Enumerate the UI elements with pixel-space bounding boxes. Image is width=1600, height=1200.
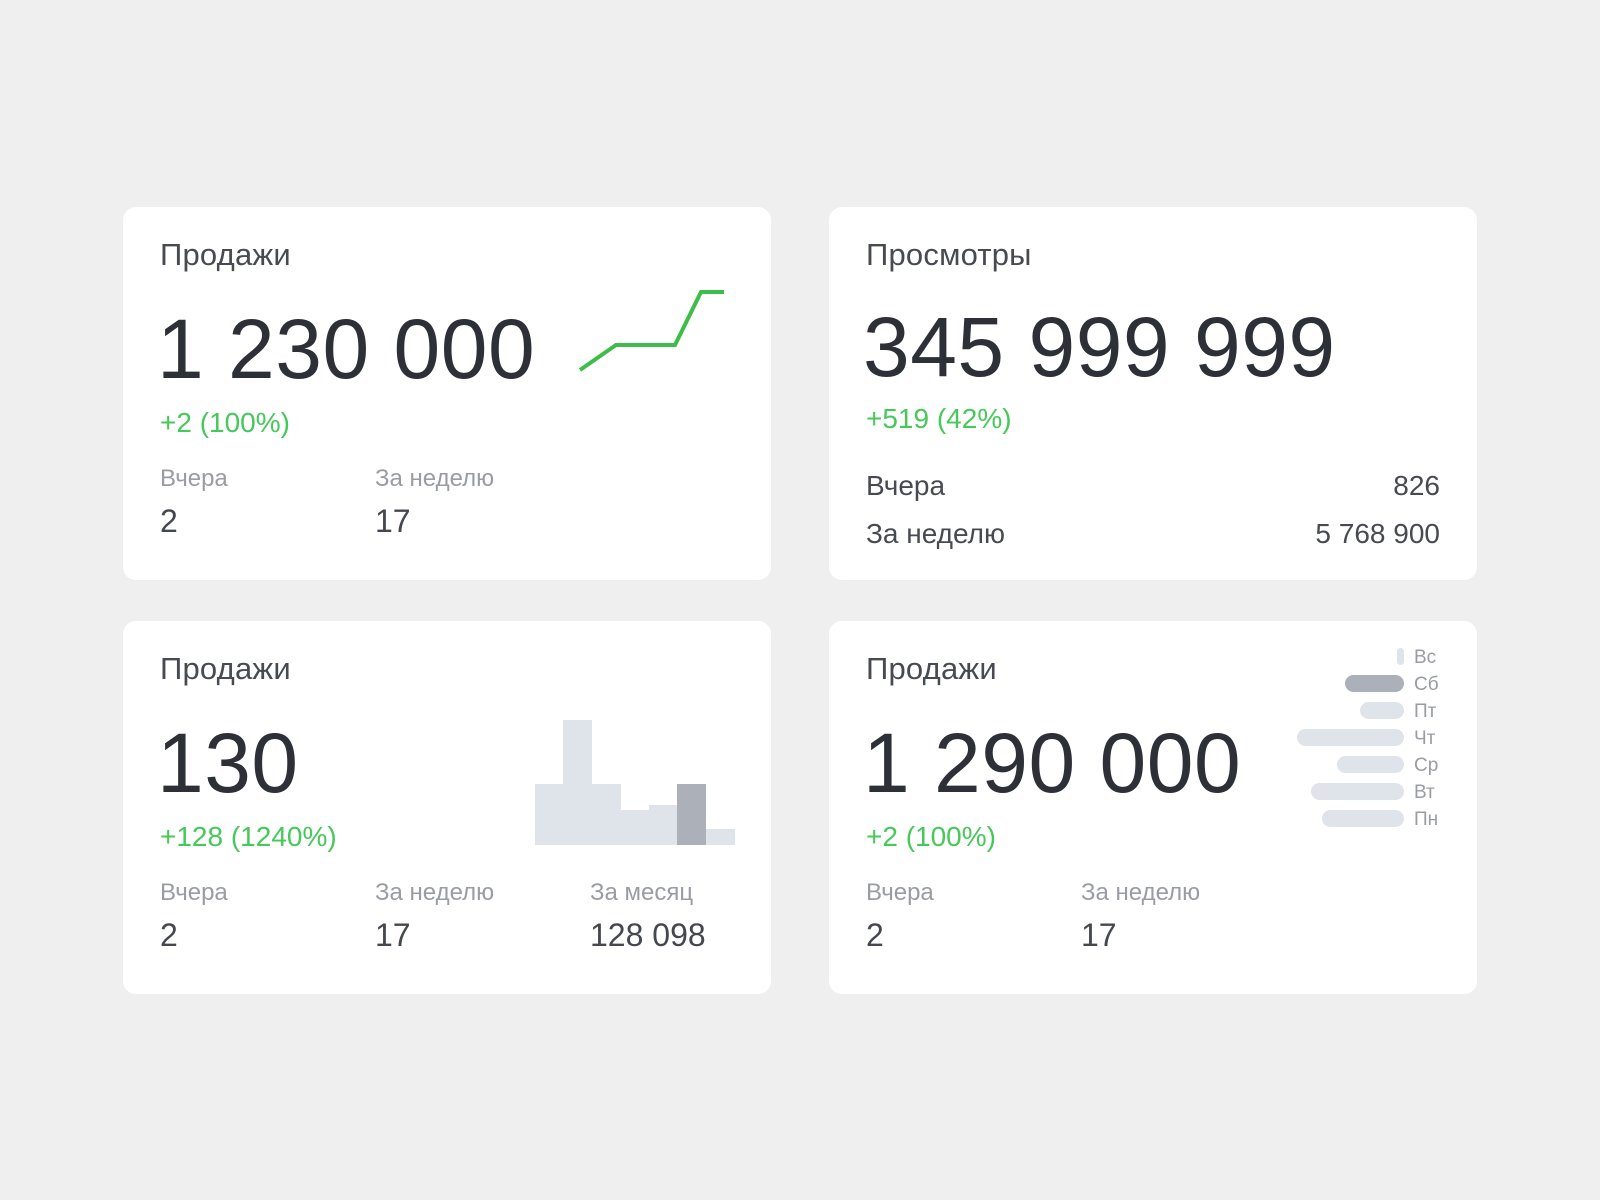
stat-week: За неделю 17 xyxy=(375,879,494,954)
histogram-bar xyxy=(563,720,592,845)
sparkline-chart xyxy=(578,290,724,372)
histogram-bar xyxy=(592,784,621,845)
weekday-bar-thu xyxy=(1297,729,1404,746)
weekday-bar-sat xyxy=(1345,675,1404,692)
histogram-bar-highlight xyxy=(677,784,706,845)
row-label: За неделю xyxy=(866,518,1006,549)
weekday-bar-chart: Вс Сб Пт Чт Ср Вт Пн xyxy=(1297,647,1439,830)
sales-card-sparkline: Продажи 1 230 000 +2 (100%) Вчера 2 За н… xyxy=(123,207,771,580)
weekday-label: Вс xyxy=(1414,647,1436,668)
stat-label: Вчера xyxy=(160,465,228,492)
weekday-bar-tue xyxy=(1311,783,1404,800)
card-title: Продажи xyxy=(160,237,291,272)
histogram-bar xyxy=(706,829,735,845)
sales-card-weekday: Продажи 1 290 000 +2 (100%) Вс Сб Пт Чт … xyxy=(829,621,1477,994)
delta-value: +2 (100%) xyxy=(160,407,290,438)
stat-value: 2 xyxy=(866,917,884,953)
sparkline-line xyxy=(578,290,724,372)
stat-value: 2 xyxy=(160,503,178,539)
weekday-bar-sun xyxy=(1397,648,1404,665)
stat-yesterday: Вчера 2 xyxy=(160,879,228,954)
row-yesterday: Вчера 826 xyxy=(866,468,1440,504)
histogram-bar xyxy=(649,805,678,845)
histogram-bar xyxy=(620,810,649,845)
delta-value: +128 (1240%) xyxy=(160,821,337,852)
card-title: Просмотры xyxy=(866,237,1032,272)
stat-yesterday: Вчера 2 xyxy=(160,465,228,540)
delta-value: +2 (100%) xyxy=(866,821,996,852)
stat-value: 128 098 xyxy=(590,917,706,953)
card-title: Продажи xyxy=(866,651,997,686)
row-value: 826 xyxy=(1393,470,1440,501)
weekday-label: Пн xyxy=(1414,809,1438,830)
stat-month: За месяц 128 098 xyxy=(590,879,706,954)
stat-label: За месяц xyxy=(590,879,694,906)
stat-value: 2 xyxy=(160,917,178,953)
sales-card-histogram: Продажи 130 +128 (1240%) Вчера 2 За неде… xyxy=(123,621,771,994)
weekday-bar-mon xyxy=(1322,810,1404,827)
card-title: Продажи xyxy=(160,651,291,686)
row-label: Вчера xyxy=(866,470,946,501)
stat-label: За неделю xyxy=(1081,879,1201,906)
stat-value: 17 xyxy=(375,503,411,539)
main-value: 345 999 999 xyxy=(863,300,1336,394)
weekday-bar-fri xyxy=(1360,702,1404,719)
histogram-bar xyxy=(535,784,564,845)
weekday-label: Сб xyxy=(1414,674,1439,695)
histogram-chart xyxy=(535,720,735,845)
weekday-label: Ср xyxy=(1414,755,1438,776)
weekday-label: Пт xyxy=(1414,701,1437,722)
main-value: 1 290 000 xyxy=(863,716,1242,810)
weekday-label: Чт xyxy=(1414,728,1436,749)
stat-label: Вчера xyxy=(866,879,934,906)
stat-value: 17 xyxy=(375,917,411,953)
weekday-label: Вт xyxy=(1414,782,1435,803)
stat-label: За неделю xyxy=(375,465,495,492)
delta-value: +519 (42%) xyxy=(866,403,1012,434)
views-card: Просмотры 345 999 999 +519 (42%) Вчера 8… xyxy=(829,207,1477,580)
stat-week: За неделю 17 xyxy=(375,465,494,540)
main-value: 1 230 000 xyxy=(157,302,536,396)
main-value: 130 xyxy=(157,716,299,810)
row-value: 5 768 900 xyxy=(1315,518,1440,549)
stat-yesterday: Вчера 2 xyxy=(866,879,934,954)
stat-week: За неделю 17 xyxy=(1081,879,1200,954)
row-week: За неделю 5 768 900 xyxy=(866,516,1440,552)
stat-label: За неделю xyxy=(375,879,495,906)
stat-label: Вчера xyxy=(160,879,228,906)
weekday-bar-wed xyxy=(1337,756,1404,773)
stat-value: 17 xyxy=(1081,917,1117,953)
